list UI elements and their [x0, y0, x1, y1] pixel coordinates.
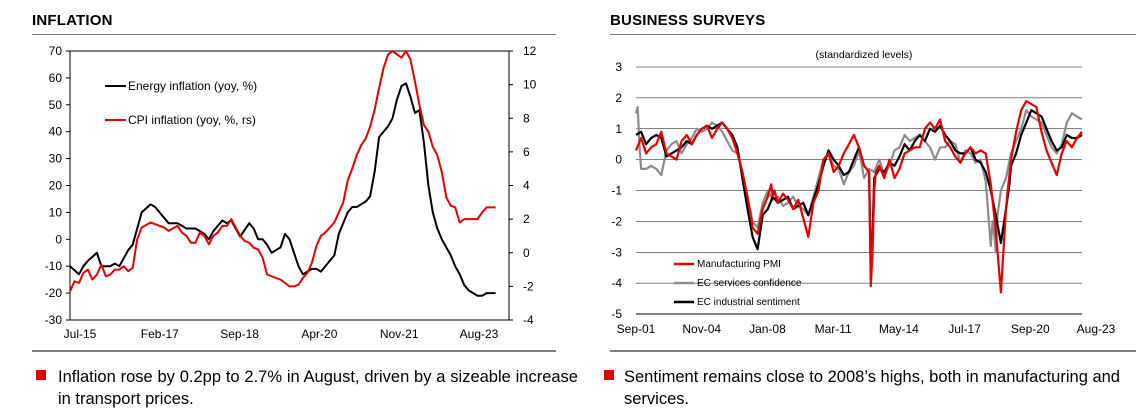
- inflation-left-tick-label: 70: [49, 44, 63, 58]
- inflation-bottom-divider: [32, 350, 556, 352]
- inflation-left-tick-label: 30: [49, 152, 63, 166]
- surveys-y-tick-label: 1: [615, 122, 622, 136]
- inflation-left-tick-label: -10: [45, 259, 63, 273]
- inflation-x-tick-label: Feb-17: [141, 327, 179, 341]
- surveys-y-tick-label: 3: [615, 60, 622, 74]
- inflation-x-tick-label: Sep-18: [220, 327, 259, 341]
- inflation-legend-label: Energy inflation (yoy, %): [128, 79, 257, 93]
- surveys-y-tick-label: -2: [611, 214, 622, 228]
- inflation-right-tick-label: -4: [523, 313, 534, 327]
- inflation-left-tick-label: -30: [45, 313, 63, 327]
- inflation-left-tick-label: -20: [45, 286, 63, 300]
- surveys-x-tick-label: Nov-04: [682, 322, 721, 336]
- inflation-left-tick-label: 10: [49, 205, 63, 219]
- surveys-y-tick-label: -5: [611, 307, 622, 321]
- surveys-x-tick-label: Jul-17: [948, 322, 981, 336]
- inflation-left-tick-label: 40: [49, 125, 63, 139]
- surveys-subtitle: (standardized levels): [816, 49, 913, 61]
- surveys-y-tick-label: -4: [611, 276, 622, 290]
- inflation-series-cpi-line: [69, 50, 496, 292]
- inflation-right-tick-label: 0: [523, 246, 530, 260]
- surveys-x-tick-label: Aug-23: [1077, 322, 1116, 336]
- inflation-commentary: Inflation rose by 0.2pp to 2.7% in Augus…: [58, 368, 578, 408]
- inflation-x-tick-label: Jul-15: [64, 327, 97, 341]
- inflation-right-tick-label: 10: [523, 78, 537, 92]
- inflation-right-tick-label: 6: [523, 145, 530, 159]
- business-surveys-bullet-square-icon: [604, 370, 614, 380]
- inflation-right-tick-label: 4: [523, 179, 530, 193]
- inflation-title-divider: [32, 34, 556, 35]
- business-surveys-commentary: Sentiment remains close to 2008’s highs,…: [624, 368, 1120, 408]
- inflation-legend-label: CPI inflation (yoy, %, rs): [128, 113, 256, 127]
- inflation-left-tick-label: 60: [49, 71, 63, 85]
- inflation-left-tick-label: 0: [55, 232, 62, 246]
- surveys-x-tick-label: Sep-20: [1011, 322, 1050, 336]
- inflation-right-tick-label: 2: [523, 212, 530, 226]
- surveys-y-tick-label: 2: [615, 91, 622, 105]
- surveys-x-tick-label: Mar-11: [815, 322, 852, 336]
- surveys-x-tick-label: Sep-01: [617, 322, 656, 336]
- surveys-x-tick-label: May-14: [879, 322, 919, 336]
- inflation-series-energy-line: [69, 82, 496, 297]
- surveys-series-ec-services-confidence-line: [634, 105, 1083, 254]
- inflation-left-tick-label: 20: [49, 179, 63, 193]
- business-surveys-bottom-divider: [610, 350, 1136, 352]
- inflation-x-tick-label: Apr-20: [301, 327, 337, 341]
- surveys-y-tick-label: 0: [615, 153, 622, 167]
- inflation-bullet-square-icon: [36, 370, 46, 380]
- inflation-right-tick-label: 12: [523, 44, 537, 58]
- surveys-y-tick-label: -3: [611, 245, 622, 259]
- surveys-legend-label: EC industrial sentiment: [697, 297, 800, 308]
- inflation-x-tick-label: Nov-21: [380, 327, 419, 341]
- inflation-left-tick-label: 50: [49, 98, 63, 112]
- business-surveys-title-divider: [610, 34, 1136, 35]
- surveys-series-manufacturing-pmi-line: [634, 99, 1083, 294]
- inflation-x-tick-label: Aug-23: [460, 327, 499, 341]
- surveys-legend-label: EC services confidence: [697, 278, 802, 289]
- inflation-title: INFLATION: [32, 12, 113, 29]
- surveys-y-tick-label: -1: [611, 184, 622, 198]
- surveys-legend-label: Manufacturing PMI: [697, 259, 781, 270]
- surveys-x-tick-label: Jan-08: [749, 322, 786, 336]
- business-surveys-title: BUSINESS SURVEYS: [610, 12, 766, 29]
- inflation-right-tick-label: -2: [523, 279, 534, 293]
- inflation-right-tick-label: 8: [523, 111, 530, 125]
